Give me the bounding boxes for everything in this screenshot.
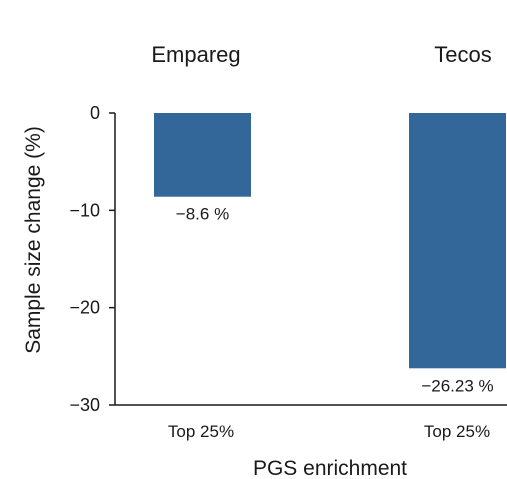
- y-tick-label: −10: [69, 200, 100, 220]
- bar-data-label: −26.23 %: [421, 376, 493, 395]
- y-tick-label: −20: [69, 298, 100, 318]
- y-axis-ticks: 0 −10 −20 −30: [69, 103, 115, 415]
- panel-empareg: Empareg −8.6 % Top 25%: [151, 42, 251, 441]
- chart-panels: Empareg −8.6 % Top 25% Tecos −26.23 % Top 25%: [151, 42, 506, 441]
- x-category-label: Top 25%: [424, 422, 490, 441]
- bar: [154, 113, 251, 197]
- x-axis-title: PGS enrichment: [253, 457, 407, 479]
- y-tick-label: −30: [69, 395, 100, 415]
- panel-title: Empareg: [151, 42, 240, 67]
- y-axis-title: Sample size change (%): [22, 126, 45, 354]
- bar: [409, 113, 506, 369]
- bar-data-label: −8.6 %: [176, 205, 229, 224]
- panel-title: Tecos: [434, 42, 491, 67]
- y-tick-label: 0: [90, 103, 100, 123]
- x-category-label: Top 25%: [168, 422, 234, 441]
- panel-tecos: Tecos −26.23 % Top 25%: [409, 42, 506, 441]
